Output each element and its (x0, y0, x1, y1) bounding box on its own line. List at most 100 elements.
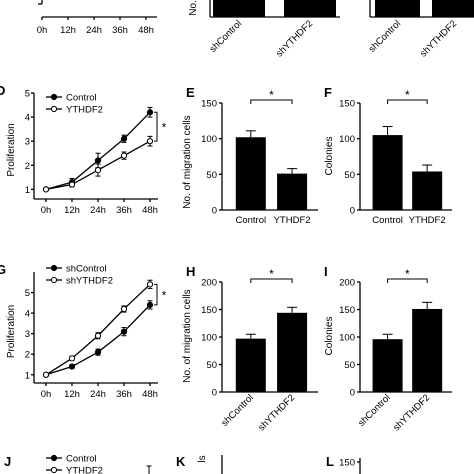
x-tick-label: 12h (60, 25, 76, 36)
y-tick-label: 200 (201, 278, 217, 289)
series-line-1 (45, 283, 151, 376)
y-tick-label: 150 (339, 458, 355, 469)
significance-bracket (387, 99, 428, 104)
legend-label-0: Control (66, 93, 97, 104)
y-tick-label: 150 (339, 99, 355, 110)
significance-bracket (154, 283, 158, 306)
bar-0 (235, 137, 266, 210)
x-tick-label: 12h (64, 205, 80, 216)
y-tick-label: 50 (344, 360, 355, 371)
data-point (68, 355, 76, 362)
data-point (146, 301, 154, 308)
bar-1 (432, 0, 474, 17)
x-tick-label: shYTHDF2 (274, 18, 315, 59)
y-tick-label: 5 (25, 89, 30, 100)
legend-label-1: YTHDF2 (66, 466, 103, 474)
x-tick-label: 0h (37, 25, 48, 36)
significance-star: * (269, 267, 274, 281)
x-tick-label: shControl (367, 18, 404, 55)
x-tick-label: shControl (356, 392, 393, 429)
data-point (42, 186, 50, 193)
data-point (94, 332, 102, 339)
legend-label-1: shYTHDF2 (66, 276, 113, 287)
x-tick-label: shControl (219, 392, 256, 429)
legend-marker-0 (50, 454, 58, 462)
panel-label: K (176, 454, 186, 469)
x-tick-label: 0h (41, 389, 52, 400)
data-point (68, 181, 76, 188)
legend-marker-1 (50, 105, 58, 113)
bar-0 (372, 339, 403, 392)
panel-label: H (186, 264, 195, 279)
y-tick-label: 2 (25, 350, 30, 361)
y-tick-label: 4 (25, 113, 30, 124)
legend-marker-1 (50, 276, 58, 284)
legend-marker-0 (50, 264, 58, 272)
y-tick-label: 0 (350, 388, 355, 399)
x-tick-label: shYTHDF2 (256, 392, 297, 433)
x-tick-label: 36h (116, 205, 132, 216)
y-tick-label: 150 (339, 305, 355, 316)
significance-star: * (405, 88, 410, 102)
y-axis-label: No. (188, 0, 199, 16)
bar-1 (277, 173, 308, 210)
y-tick-label: 2 (25, 161, 30, 172)
data-point (120, 135, 128, 142)
data-point (94, 157, 102, 164)
significance-star: * (162, 289, 167, 303)
y-tick-label: 5 (25, 288, 30, 299)
x-tick-label: YTHDF2 (274, 215, 311, 226)
x-tick-label: 24h (90, 389, 106, 400)
x-tick-label: 48h (142, 389, 158, 400)
y-tick-label: 50 (206, 360, 217, 371)
y-tick-label: 0 (212, 206, 217, 217)
x-tick-label: 48h (138, 25, 154, 36)
panel-label: I (324, 264, 328, 279)
y-tick-label: 1 (25, 185, 30, 196)
x-tick-label: shControl (208, 18, 245, 55)
y-tick-label: 0 (350, 206, 355, 217)
y-tick-label: 100 (201, 134, 217, 145)
x-tick-label: shYTHDF2 (418, 18, 459, 59)
legend-label-0: Control (66, 454, 97, 465)
panel-label: G (0, 262, 6, 277)
data-point (146, 109, 154, 116)
y-axis-label: Proliferation (6, 123, 17, 176)
bar-0 (213, 0, 265, 17)
y-tick-label: 100 (339, 134, 355, 145)
y-tick-label: 3 (25, 137, 30, 148)
data-point (146, 138, 154, 145)
data-point (42, 371, 50, 378)
data-point (94, 349, 102, 356)
x-tick-label: 48h (142, 205, 158, 216)
x-tick-label: 24h (90, 205, 106, 216)
bar-0 (372, 135, 403, 210)
panel-label: D (0, 83, 5, 98)
y-tick-label: 50 (344, 170, 355, 181)
bar-0 (375, 0, 420, 17)
y-axis-label: Colonies (324, 317, 335, 356)
significance-star: * (405, 267, 410, 281)
significance-star: * (162, 121, 167, 135)
y-tick-label: 100 (201, 333, 217, 344)
data-point (120, 152, 128, 159)
panel-label: E (186, 85, 195, 100)
y-tick-label: 150 (201, 99, 217, 110)
y-tick-label: 0 (212, 388, 217, 399)
data-point (94, 166, 102, 174)
panel-label: J (4, 454, 11, 469)
significance-bracket (250, 278, 293, 283)
x-tick-label: Control (372, 215, 403, 226)
panel-label: L (326, 454, 334, 469)
x-tick-label: 24h (86, 25, 102, 36)
data-point (120, 305, 128, 313)
x-tick-label: 12h (64, 389, 80, 400)
y-tick-label: 4 (25, 309, 30, 320)
y-axis-label: ls (197, 455, 208, 462)
y-axis-label: No. of migration cells (182, 289, 193, 382)
bar-0 (235, 338, 266, 392)
y-tick-label: 150 (201, 305, 217, 316)
x-tick-label: Control (235, 215, 266, 226)
series-line-0 (45, 111, 151, 190)
